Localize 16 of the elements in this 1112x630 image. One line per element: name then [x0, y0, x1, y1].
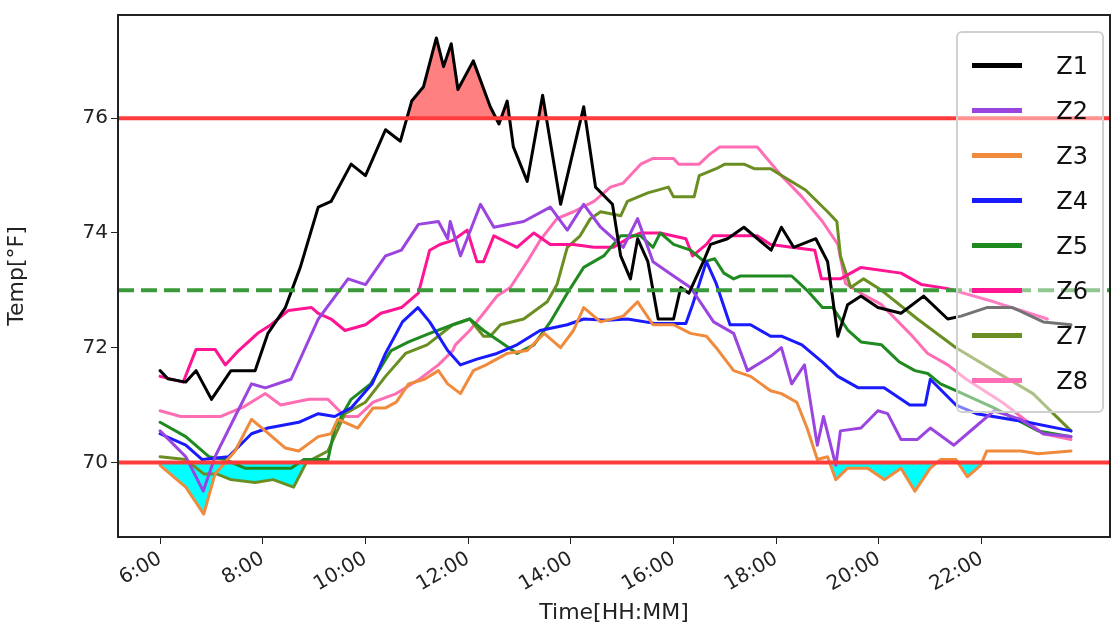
legend-label: Z3	[1056, 141, 1088, 170]
legend-label: Z4	[1056, 186, 1088, 215]
legend-label: Z7	[1056, 321, 1088, 350]
y-tick-label: 76	[82, 104, 108, 129]
y-tick-label: 70	[82, 448, 108, 473]
y-axis-title: Temp[°F]	[2, 226, 28, 327]
x-tick-label: 6:00	[114, 545, 166, 589]
y-tick-label: 74	[82, 219, 108, 244]
legend-label: Z5	[1056, 231, 1088, 260]
legend-label: Z2	[1056, 96, 1088, 125]
legend-label: Z1	[1056, 51, 1088, 80]
x-axis-title: Time[HH:MM]	[538, 598, 689, 624]
legend-label: Z8	[1056, 366, 1088, 395]
legend-label: Z6	[1056, 276, 1088, 305]
x-tick-label: 8:00	[217, 545, 268, 589]
y-tick-label: 72	[82, 333, 108, 358]
